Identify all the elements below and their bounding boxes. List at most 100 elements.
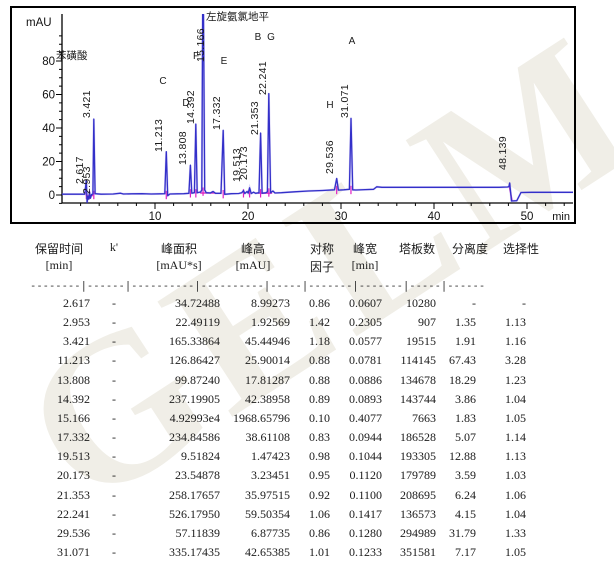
peak-time-label: 21.353 xyxy=(249,101,261,135)
peak-time-label: 29.536 xyxy=(324,140,336,174)
table-row: 19.513 - 9.51824 1.47423 0.98 0.1044 193305 12.… xyxy=(0,449,526,468)
table-cell: 126.86427 xyxy=(169,353,220,368)
table-cell: 13.808 xyxy=(57,372,90,387)
table-row: 2.617 - 34.72488 8.99273 0.86 0.0607 10280 - - xyxy=(0,296,526,315)
table-cell: - xyxy=(112,391,116,406)
col-header: 保留时间 xyxy=(34,242,84,256)
table-cell: 3.28 xyxy=(505,353,526,368)
table-cell: 5.07 xyxy=(455,430,476,445)
table-cell: 907 xyxy=(418,315,436,330)
table-cell: 0.89 xyxy=(309,391,330,406)
table-cell: 1.06 xyxy=(505,487,526,502)
table-cell: 25.90014 xyxy=(245,353,290,368)
table-cell: 1.33 xyxy=(505,525,526,540)
y-tick-label: 60 xyxy=(42,90,55,102)
y-tick-label: 0 xyxy=(49,190,55,202)
table-cell: 35.97515 xyxy=(245,487,290,502)
table-cell: 31.79 xyxy=(449,525,476,540)
table-cell: 1.91 xyxy=(455,334,476,349)
trace-path xyxy=(62,14,573,204)
table-cell: 0.1417 xyxy=(349,506,382,521)
peak-letter-label: F xyxy=(193,51,199,62)
peak-time-label: 3.421 xyxy=(81,90,93,118)
table-cell: 179789 xyxy=(400,468,436,483)
table-cell: 6.87735 xyxy=(251,525,290,540)
table-cell: 10280 xyxy=(406,296,436,310)
table-cell: 3.421 xyxy=(63,334,90,349)
compound-annotation: 苯磺酸 xyxy=(56,49,88,62)
table-cell: 8.99273 xyxy=(251,296,290,310)
table-cell: 1.47423 xyxy=(251,449,290,464)
table-cell: 42.65385 xyxy=(245,544,290,559)
table-row: 11.213 - 126.86427 25.90014 0.88 0.0781 114145… xyxy=(0,353,526,372)
table-cell: 1.16 xyxy=(505,334,526,349)
table-cell: - xyxy=(112,525,116,540)
peak-time-label: 17.332 xyxy=(211,96,223,130)
peak-time-label: 2.953 xyxy=(81,166,93,194)
table-cell: 7663 xyxy=(412,410,436,425)
table-cell: 3.86 xyxy=(455,391,476,406)
table-cell: 294989 xyxy=(400,525,436,540)
table-cell: 2.953 xyxy=(63,315,90,330)
plot-frame xyxy=(10,6,576,224)
table-cell: 0.95 xyxy=(309,468,330,483)
table-cell: 23.54878 xyxy=(175,468,220,483)
table-cell: 0.0607 xyxy=(349,296,382,310)
table-cell: - xyxy=(112,353,116,368)
table-cell: 1.23 xyxy=(505,372,526,387)
table-cell: 0.86 xyxy=(309,525,330,540)
table-cell: 9.51824 xyxy=(181,449,220,464)
table-cell: 0.88 xyxy=(309,353,330,368)
col-header: 对称 xyxy=(309,242,335,256)
col-header-unit: [min] xyxy=(351,258,379,272)
table-row: 3.421 - 165.33864 45.44946 1.18 0.0577 19515 1.… xyxy=(0,334,526,353)
col-header: 峰高 xyxy=(240,242,266,256)
table-cell: 0.86 xyxy=(309,296,330,310)
table-cell: 19515 xyxy=(406,334,436,349)
peak-letter-label: D xyxy=(182,98,189,109)
peak-time-label: 20.173 xyxy=(238,146,250,180)
peak-time-label: 15.166 xyxy=(195,28,207,62)
table-cell: 1.18 xyxy=(309,334,330,349)
table-cell: 17.81287 xyxy=(245,372,290,387)
col-header: 选择性 xyxy=(502,242,540,256)
table-cell: 15.166 xyxy=(57,410,90,425)
table-cell: 0.1044 xyxy=(349,449,382,464)
x-tick-label: 40 xyxy=(428,211,441,223)
table-cell: - xyxy=(112,430,116,445)
col-header: 分离度 xyxy=(451,242,489,256)
table-cell: 1.05 xyxy=(505,410,526,425)
table-row: 22.241 - 526.17950 59.50354 1.06 0.1417 136573… xyxy=(0,506,526,526)
table-cell: 0.88 xyxy=(309,372,330,387)
table-row: 20.173 - 23.54878 3.23451 0.95 0.1120 179789 3.… xyxy=(0,468,526,487)
peak-time-label: 22.241 xyxy=(257,61,269,95)
table-row: 29.536 - 57.11839 6.87735 0.86 0.1280 294989 31… xyxy=(0,525,526,545)
table-cell: 0.10 xyxy=(309,410,330,425)
table-cell: 57.11839 xyxy=(175,525,220,540)
table-cell: - xyxy=(112,334,116,349)
peak-letter-label: H xyxy=(326,100,333,111)
peak-time-label: 48.139 xyxy=(497,136,509,170)
col-header-unit: 因子 xyxy=(309,260,335,274)
table-cell: 0.1100 xyxy=(349,487,382,502)
peak-time-label: 14.392 xyxy=(185,90,197,124)
table-cell: - xyxy=(112,449,116,464)
table-cell: 45.44946 xyxy=(245,334,290,349)
table-cell: 0.0886 xyxy=(349,372,382,387)
table-cell: 29.536 xyxy=(57,525,90,540)
table-row: 17.332 - 234.84586 38.61108 0.83 0.0944 186528… xyxy=(0,430,526,449)
table-cell: 1.01 xyxy=(309,544,330,559)
table-cell: 11.213 xyxy=(57,353,90,368)
table-cell: - xyxy=(112,506,116,521)
y-tick-label: 20 xyxy=(42,157,55,169)
peak-time-label: 31.071 xyxy=(339,84,351,118)
table-row: 21.353 - 258.17657 35.97515 0.92 0.1100 208695… xyxy=(0,487,526,507)
table-cell: 17.332 xyxy=(57,430,90,445)
table-cell: 1.06 xyxy=(309,506,330,521)
table-cell: 114145 xyxy=(400,353,436,368)
table-cell: 2.617 xyxy=(63,296,90,310)
table-cell: - xyxy=(112,487,116,502)
table-cell: 1.42 xyxy=(309,315,330,330)
table-cell: - xyxy=(112,468,116,483)
